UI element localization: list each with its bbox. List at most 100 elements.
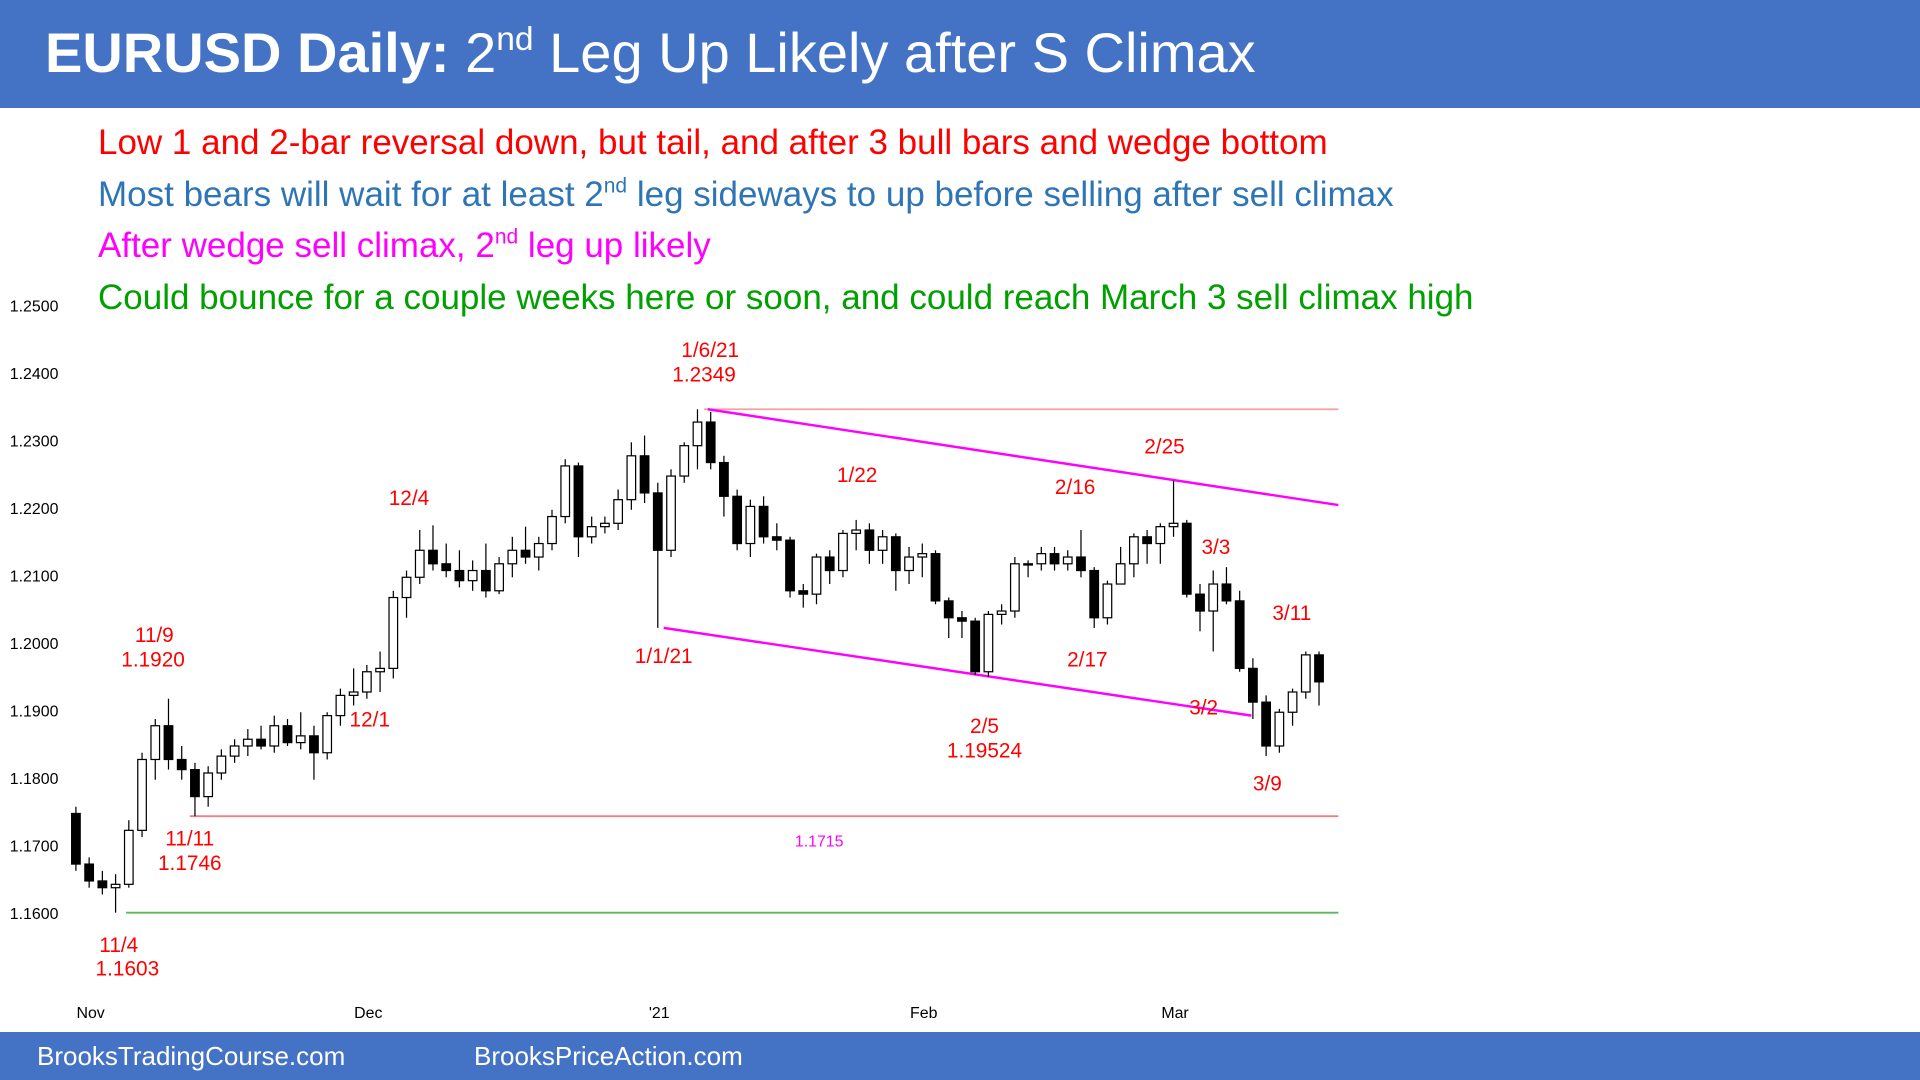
candle-body [322,715,333,754]
note-superscript: nd [494,225,519,249]
annotation: 1/22 [837,464,877,487]
candle-body [547,515,557,545]
note-superscript: nd [603,174,628,198]
candle-body [97,880,108,889]
candle-body [176,758,187,771]
note-text: After wedge sell climax, 2 [98,226,495,265]
y-tick-label: 1.2100 [10,568,59,585]
candle-body [943,600,954,619]
candle-body [533,542,544,558]
candle-body [1274,711,1285,747]
candle-body [1076,556,1086,572]
candle-body [203,772,214,798]
x-tick-label: Nov [76,1005,104,1022]
candle-body [626,455,637,501]
candle-body [904,556,914,572]
note-text: Could bounce for a couple weeks here or … [98,278,1474,317]
candle-body [414,549,425,578]
candle-body [957,617,967,622]
candle-body [652,492,663,551]
candle-body [309,735,319,754]
candle-body [732,495,743,545]
candle-body [983,613,994,673]
candle-body [1155,526,1166,545]
candle-body [1142,536,1152,545]
y-tick-label: 1.1600 [10,906,59,923]
candle-body [1062,556,1073,565]
candle-body [1049,553,1060,565]
candle-body [666,475,676,551]
candle-body [1168,522,1179,528]
title-text: Leg Up Likely after S Climax [533,21,1256,84]
candle-body [454,569,465,582]
candle-body [1208,583,1219,612]
candle-body [1300,654,1311,693]
trend-line [663,626,1252,717]
candle-body [1234,600,1245,669]
candle-body [560,465,571,518]
candle-body [1036,553,1047,565]
candle-body [785,539,795,592]
candle-body [996,610,1007,616]
note-line: After wedge sell climax, 2nd leg up like… [98,225,711,267]
annotation: 1.1920 [121,649,185,672]
candle-body [864,529,875,551]
candle-body [719,461,729,497]
candle-body [586,526,597,538]
candle-body [917,553,928,558]
slide-title: EURUSD Daily: 2nd Leg Up Likely after S … [45,20,1256,86]
annotation: 1.1603 [96,957,160,980]
candle-body [269,725,280,747]
candle-body [401,576,412,599]
candle-body [1261,701,1272,747]
annotation: 1/6/21 [681,339,739,362]
candle-body [335,694,346,717]
annotation: 2/17 [1067,649,1107,672]
candle-body [851,529,862,535]
candle-body [348,691,359,696]
candle-body [1181,522,1192,595]
annotation: 1.2349 [672,363,736,386]
candle-body [507,549,518,565]
x-tick-label: '21 [649,1005,670,1022]
y-tick-label: 1.2300 [10,434,59,451]
candle-body [705,421,716,464]
footer-text: BrooksTradingCourse.com [37,1041,346,1071]
candle-body [295,735,306,744]
annotation: 1.19524 [947,739,1022,762]
candle-body [229,745,240,757]
candle-body [388,596,399,669]
note-line: Low 1 and 2-bar reversal down, but tail,… [98,122,1328,164]
annotation: 3/2 [1189,696,1218,719]
x-tick-label: Mar [1161,1005,1189,1022]
y-tick-label: 1.2400 [10,366,59,383]
candle-body [1287,691,1298,713]
candle-body [798,590,809,595]
annotation: 1.1715 [795,834,844,851]
candle-body [1248,667,1258,703]
annotation: 12/4 [389,487,429,510]
candle-body [110,883,121,889]
header-bar [0,0,1920,108]
candle-body [771,536,782,541]
candle-body [1314,654,1324,683]
candle-body [84,863,95,882]
y-tick-label: 1.1800 [10,771,59,788]
note-text: leg up likely [518,226,711,265]
annotation: 2/5 [970,715,999,738]
y-tick-label: 1.2000 [10,636,59,653]
y-tick-label: 1.1700 [10,838,59,855]
candle-body [242,738,253,747]
candle-body [1023,563,1033,566]
candle-body [1128,536,1139,565]
candle-body [216,755,227,774]
candle-body [1221,583,1232,602]
candle-body [930,553,941,602]
candle-body [573,465,584,538]
footer-bar [0,1032,1920,1080]
x-tick-label: Dec [354,1005,382,1022]
annotation: 2/16 [1055,476,1095,499]
candle-body [494,563,505,592]
